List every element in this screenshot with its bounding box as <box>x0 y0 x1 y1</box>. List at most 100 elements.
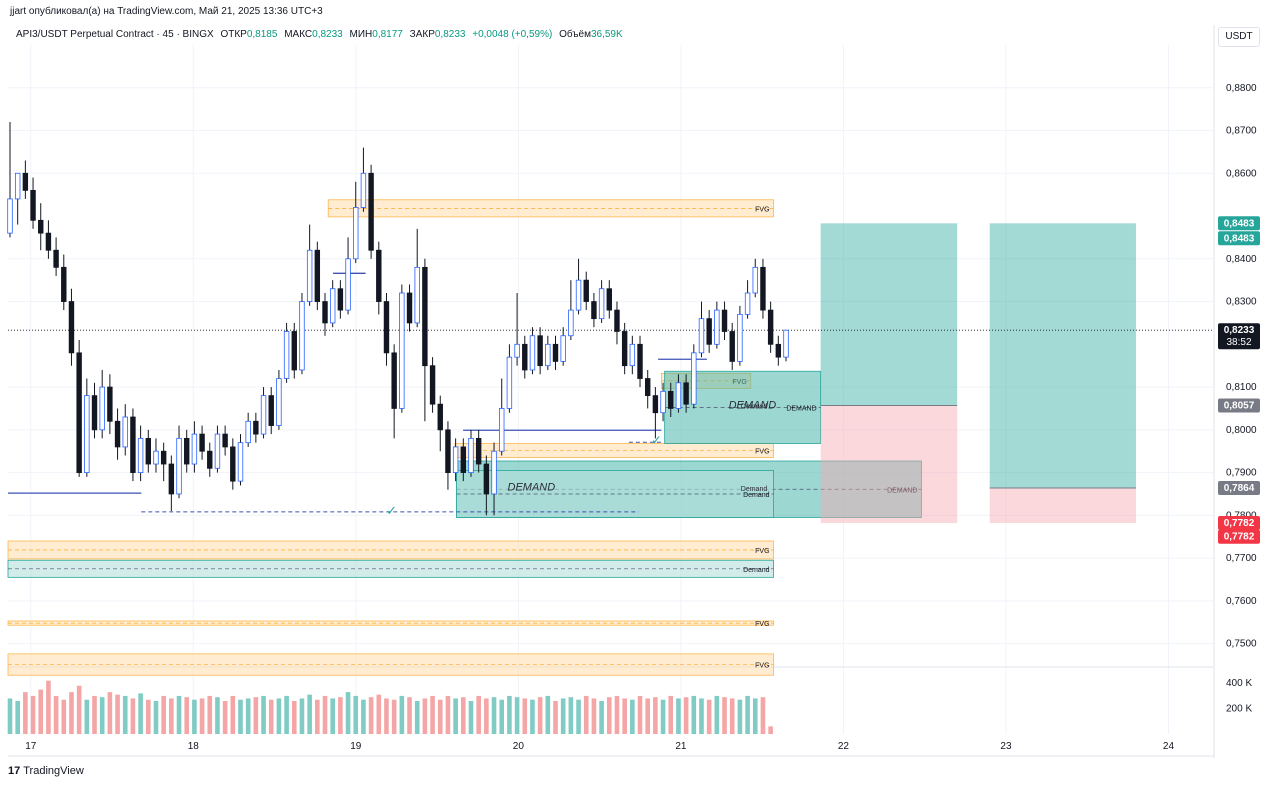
volume-bar <box>568 697 574 734</box>
tradingview-logo-icon: 17 <box>8 765 21 777</box>
candle-body <box>668 390 674 409</box>
volume-bar <box>722 697 727 734</box>
volume-bar <box>683 697 689 734</box>
fvg-label: FVG <box>755 449 769 456</box>
price-tag <box>1218 516 1260 531</box>
candle-body <box>38 219 44 234</box>
candle-body <box>598 288 605 320</box>
candle-body <box>621 331 628 367</box>
candle-body <box>721 309 728 332</box>
price-tick-label: 0,8100 <box>1226 382 1257 393</box>
price-tick-label: 0,7500 <box>1226 639 1257 650</box>
candle-body <box>575 279 582 311</box>
volume-bar <box>660 699 666 734</box>
volume-bar <box>537 697 543 734</box>
volume-bar <box>461 697 466 734</box>
low-value: 0,8177 <box>372 29 403 40</box>
candle-body <box>437 403 443 431</box>
volume-bar <box>215 697 220 734</box>
candle-body <box>683 382 689 405</box>
candle-body <box>199 433 205 452</box>
candle-body <box>660 390 666 414</box>
volume-bar <box>453 698 458 734</box>
candle-body <box>122 416 128 448</box>
volume-bar <box>115 694 120 734</box>
currency-button[interactable]: USDT <box>1218 27 1260 47</box>
volume-bar <box>61 699 67 734</box>
volume-bar <box>737 699 743 734</box>
checkmark-icon: ✓ <box>651 434 662 449</box>
footer-brand: 17 TradingView <box>8 765 84 777</box>
volume-bar <box>653 697 658 734</box>
candle-body <box>475 437 482 465</box>
candle-body <box>591 301 597 320</box>
volume-bar <box>92 695 97 734</box>
candle-body <box>191 433 198 465</box>
candle-body <box>606 288 612 311</box>
volume-bar <box>138 693 143 734</box>
symbol-title[interactable]: API3/USDT Perpetual Contract · 45 · BING… <box>16 29 214 40</box>
time-tick-label: 21 <box>675 741 687 752</box>
candle-body <box>160 450 167 465</box>
candle-body <box>130 416 136 473</box>
candle-body <box>483 463 490 495</box>
candle-body <box>706 318 712 345</box>
volume-bar <box>230 695 236 734</box>
high-value: 0,8233 <box>312 29 343 40</box>
price-tag <box>1218 323 1260 350</box>
volume-bar <box>745 695 750 734</box>
volume-bar <box>291 701 297 734</box>
candle-body <box>22 172 29 191</box>
price-tag-label: 0,7782 <box>1224 532 1255 543</box>
candle-body <box>537 335 543 367</box>
volume-bar <box>645 698 651 734</box>
candle-body <box>652 395 659 414</box>
candle-body <box>391 352 397 409</box>
candle-body <box>376 249 382 302</box>
volume-bar <box>476 695 481 734</box>
volume-label: Объём <box>559 29 591 40</box>
candle-body <box>506 356 513 409</box>
volume-bar <box>760 697 766 734</box>
candle-body <box>114 420 121 448</box>
volume-bar <box>276 698 282 734</box>
price-tag <box>1218 216 1260 231</box>
volume-bar <box>153 701 159 734</box>
price-tag-countdown: 38:52 <box>1226 337 1251 348</box>
candle-body <box>306 249 313 302</box>
candle-body <box>283 331 290 379</box>
candle-body <box>383 301 390 354</box>
position-target-zone <box>989 223 1136 488</box>
candle-body <box>291 331 297 371</box>
candle-body <box>345 258 351 311</box>
candle-body <box>145 437 152 465</box>
price-tick-label: 0,8400 <box>1226 254 1257 265</box>
candle-body <box>61 266 67 302</box>
volume-bar <box>284 695 289 734</box>
volume-bar <box>699 698 704 734</box>
fvg-label: FVG <box>755 548 769 555</box>
volume-bar <box>622 698 627 734</box>
volume-bar <box>484 698 489 734</box>
price-tick-label: 0,8800 <box>1226 83 1257 94</box>
zone-mid-label: DEMAND <box>729 399 777 411</box>
candle-body <box>614 309 620 332</box>
open-label: ОТКР <box>220 29 247 40</box>
candle-body <box>14 172 21 200</box>
volume-tick-label: 400 K <box>1226 678 1252 689</box>
volume-bar <box>399 695 405 734</box>
volume-bar <box>522 698 528 734</box>
candle-body <box>268 395 274 426</box>
volume-bar <box>437 699 443 734</box>
volume-bar <box>38 689 44 734</box>
volume-bar <box>184 697 190 734</box>
volume-bar <box>199 698 205 734</box>
volume-bar <box>614 695 620 734</box>
volume-bar <box>706 699 712 734</box>
volume-bar <box>353 695 359 734</box>
time-tick-label: 18 <box>188 741 200 752</box>
volume-bar <box>315 699 320 734</box>
volume-bar <box>99 697 105 734</box>
candle-body <box>468 437 474 473</box>
